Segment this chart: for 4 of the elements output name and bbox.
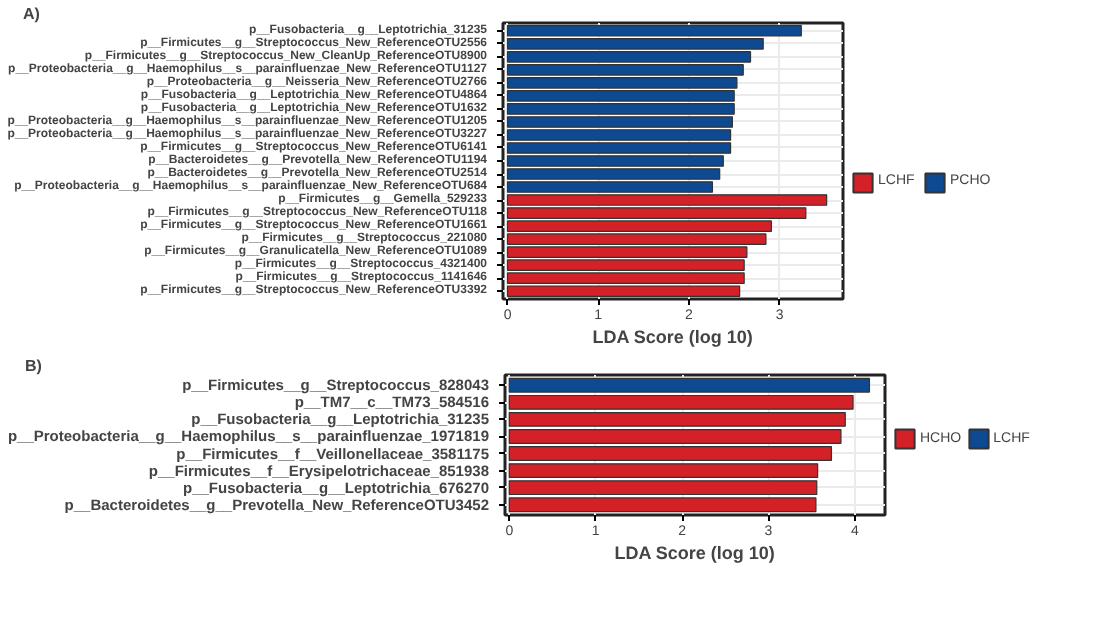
x-axis-title: LDA Score (log 10) xyxy=(592,327,753,347)
x-axis-title: LDA Score (log 10) xyxy=(614,543,775,563)
text: A) xyxy=(23,5,41,23)
text: B) xyxy=(25,357,43,375)
